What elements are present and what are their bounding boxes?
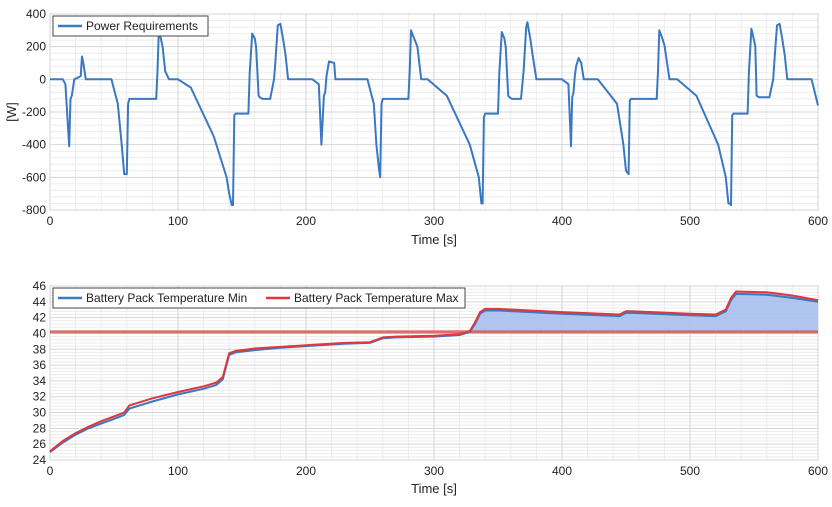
temperature-legend-label-min: Battery Pack Temperature Min [86, 291, 247, 305]
y-tick-label: 46 [33, 279, 47, 293]
x-tick-label: 100 [168, 214, 188, 228]
power-legend-label: Power Requirements [86, 19, 198, 33]
power-legend-box [52, 15, 209, 37]
x-tick-label: 200 [296, 464, 316, 478]
y-tick-label: 0 [39, 72, 46, 86]
temperature-legend[interactable]: Battery Pack Temperature Min Battery Pac… [52, 287, 466, 309]
y-tick-label: -400 [22, 138, 46, 152]
y-tick-label: 40 [33, 326, 47, 340]
x-tick-label: 600 [808, 464, 828, 478]
temperature-x-axis-label: Time [s] [411, 481, 457, 496]
temperature-legend-box [52, 287, 466, 309]
x-tick-label: 100 [168, 464, 188, 478]
y-tick-label: 24 [33, 453, 47, 467]
y-tick-label: 38 [33, 342, 47, 356]
y-tick-label: 200 [26, 40, 46, 54]
y-tick-label: 30 [33, 406, 47, 420]
x-tick-label: 400 [552, 464, 572, 478]
y-tick-label: -200 [22, 105, 46, 119]
power-ticks: 0 100 200 300 400 500 600 -800 -600 -400 -200 0 200 4… [22, 7, 828, 228]
x-tick-label: 500 [680, 464, 700, 478]
y-tick-label: -800 [22, 203, 46, 217]
temperature-grid [49, 285, 819, 461]
y-tick-label: 28 [33, 421, 47, 435]
temperature-legend-label-max: Battery Pack Temperature Max [294, 291, 459, 305]
y-tick-label: 36 [33, 358, 47, 372]
x-tick-label: 0 [47, 214, 54, 228]
y-tick-label: -600 [22, 170, 46, 184]
y-tick-label: 44 [33, 295, 47, 309]
series-line-1[interactable] [49, 290, 819, 453]
power-series [50, 21, 819, 207]
series-line-0[interactable] [50, 21, 819, 207]
x-tick-label: 400 [552, 214, 572, 228]
x-tick-label: 200 [296, 214, 316, 228]
y-tick-label: 32 [33, 390, 47, 404]
y-tick-label: 26 [33, 437, 47, 451]
y-tick-label: 34 [33, 374, 47, 388]
x-tick-label: 0 [47, 464, 54, 478]
power-chart: 0 100 200 300 400 500 600 -800 -600 -400 -200 0 200 4… [4, 7, 828, 247]
power-x-axis-label: Time [s] [411, 232, 457, 247]
power-y-axis-label: [W] [4, 102, 19, 122]
x-tick-label: 600 [808, 214, 828, 228]
x-tick-label: 300 [424, 464, 444, 478]
x-tick-label: 300 [424, 214, 444, 228]
power-legend[interactable]: Power Requirements [52, 15, 209, 37]
y-tick-label: 42 [33, 311, 47, 325]
x-tick-label: 500 [680, 214, 700, 228]
y-tick-label: 400 [26, 7, 46, 21]
temperature-series [49, 290, 819, 453]
